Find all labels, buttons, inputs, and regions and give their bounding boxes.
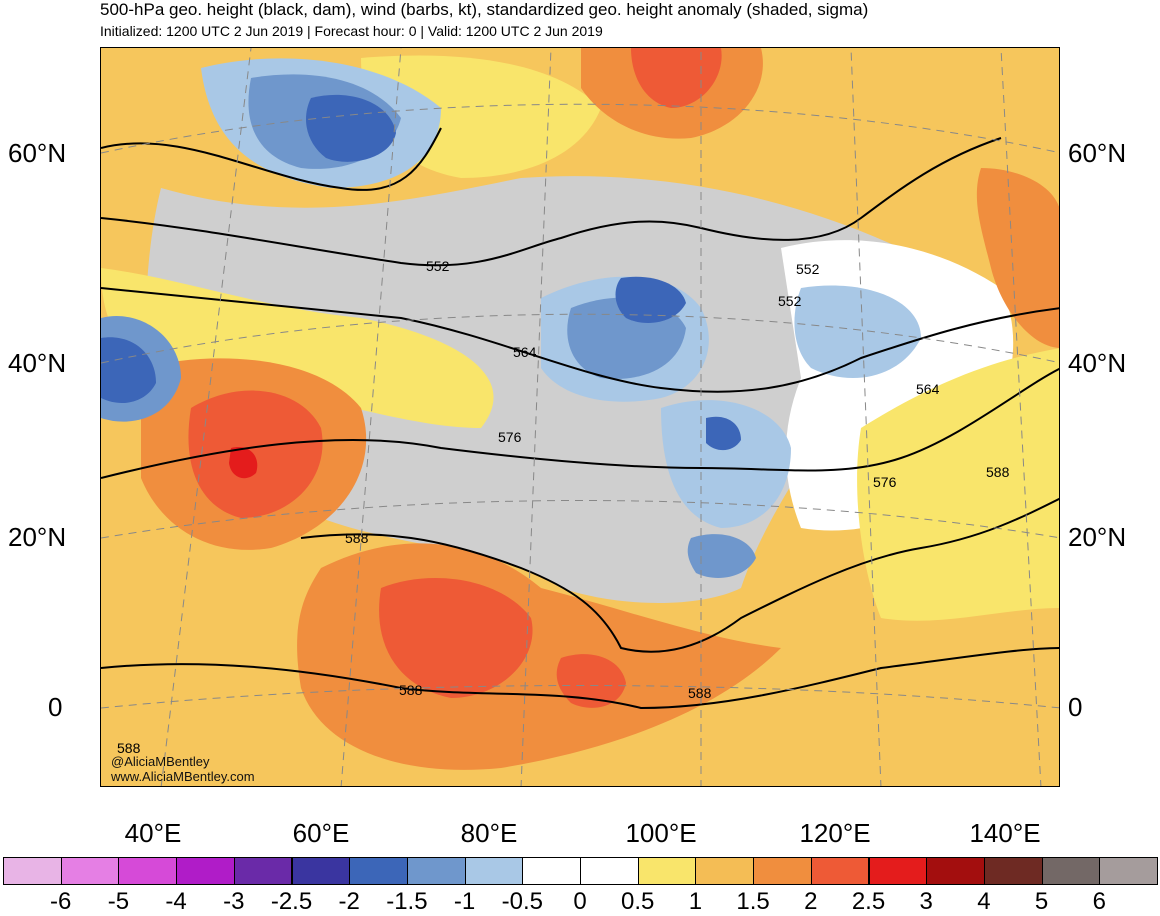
lat-label-20n-right: 20°N [1068,522,1127,552]
contour-label: 588 [688,685,712,701]
contour-label: 588 [986,464,1010,480]
contour-label: 588 [399,682,423,698]
colorbar-segment [406,857,466,885]
contour-label: 576 [873,474,897,490]
colorbar-segment [522,857,581,885]
credit-handle: @AliciaMBentley [111,754,210,769]
colorbar [3,857,1158,885]
contour-label: 552 [778,293,802,309]
colorbar-segment [810,857,870,885]
colorbar-tick-label: 3 [919,888,933,915]
chart-title: 500-hPa geo. height (black, dam), wind (… [100,0,869,19]
anomaly-blue-east [794,285,921,378]
graticule [101,48,1059,786]
anomaly-blue-south-core [706,416,741,451]
colorbar-tick-label: 2 [804,888,818,915]
anomaly-blue-south [661,400,791,528]
contour-576 [101,367,1059,479]
colorbar-segment [291,857,351,885]
colorbar-segment [3,857,62,885]
map-canvas [101,48,1059,786]
anomaly-blue-center-core [615,276,686,323]
colorbar-tick-label: -3 [223,888,245,915]
contour-label: 552 [426,258,450,274]
colorbar-tick-label: -2 [338,888,360,915]
lat-label-60n-left: 60°N [8,138,67,168]
colorbar-segment [233,857,293,885]
colorbar-tick-label: 5 [1034,888,1049,915]
colorbar-tick-label: 1 [688,888,703,915]
colorbar-tick-label: -1 [453,888,476,915]
lat-label-0-right: 0 [1068,692,1083,722]
height-contours [101,127,1059,710]
contour-label: 576 [498,429,522,445]
colorbar-tick-label: 2.5 [851,888,886,915]
contour-label: 552 [796,261,820,277]
lon-label-120e: 120°E [799,818,871,848]
lat-label-20n-left: 20°N [8,522,67,552]
credit-url: www.AliciaMBentley.com [111,769,255,784]
colorbar-segment [695,857,755,885]
colorbar-segment [60,857,120,885]
colorbar-tick-label: -4 [165,888,187,915]
colorbar-tick-label: -2.5 [270,888,313,915]
anomaly-orange-east [976,168,1059,348]
anomaly-red-south-2 [556,654,626,708]
colorbar-segment [868,857,928,885]
chart-subtitle: Initialized: 1200 UTC 2 Jun 2019 | Forec… [100,23,603,39]
lat-label-40n-right: 40°N [1068,348,1127,378]
lon-label-80e: 80°E [460,818,518,848]
colorbar-segment [349,857,408,885]
contour-label: 588 [345,530,369,546]
colorbar-tick-label: 1.5 [736,888,770,915]
contour-588 [300,497,1059,653]
lat-label-0-left: 0 [48,692,63,722]
anomaly-red-west [188,390,323,518]
colorbar-segment [983,857,1043,885]
anomaly-blue-west-core [101,337,156,403]
lon-label-100e: 100°E [625,818,697,848]
anomaly-deep-red [229,447,258,479]
lon-label-60e: 60°E [292,818,350,848]
colorbar-segment [1099,857,1158,885]
colorbar-segment [637,857,697,885]
colorbar-segment [464,857,524,885]
contour-label: 564 [513,344,537,360]
lon-label-40e: 40°E [124,818,182,848]
colorbar-segment [753,857,812,885]
colorbar-tick-label: -6 [50,888,72,915]
contour-540 [101,127,442,191]
colorbar-segment [118,857,178,885]
colorbar-tick-label: 6 [1092,888,1106,915]
lat-label-40n-left: 40°N [8,348,67,378]
anomaly-yellow-east [857,348,1059,621]
colorbar-segment [926,857,985,885]
map-panel: 552 552 552 564 564 576 576 588 588 588 … [100,47,1060,787]
anomaly-red-north [631,48,722,108]
colorbar-tick-label: 0.5 [621,888,655,915]
colorbar-tick-label: 4 [977,888,991,915]
contour-label: 564 [916,381,940,397]
colorbar-tick-label: 0 [573,888,587,915]
contour-564 [101,287,1059,393]
contour-588-south [101,647,1059,710]
colorbar-segment [580,857,639,885]
lon-label-140e: 140°E [969,818,1041,848]
anomaly-yellow-band [101,268,494,428]
colorbar-tick-label: -1.5 [386,888,428,915]
contour-label: 588 [117,740,141,756]
colorbar-tick-label: -5 [107,888,130,915]
contour-552 [101,137,1002,267]
anomaly-blue-north-core [306,94,396,162]
colorbar-tick-label: -0.5 [501,888,543,915]
anomaly-red-south [379,578,533,698]
colorbar-segment [176,857,235,885]
anomaly-blue-south-2 [687,534,756,578]
colorbar-segment [1041,857,1101,885]
lat-label-60n-right: 60°N [1068,138,1127,168]
